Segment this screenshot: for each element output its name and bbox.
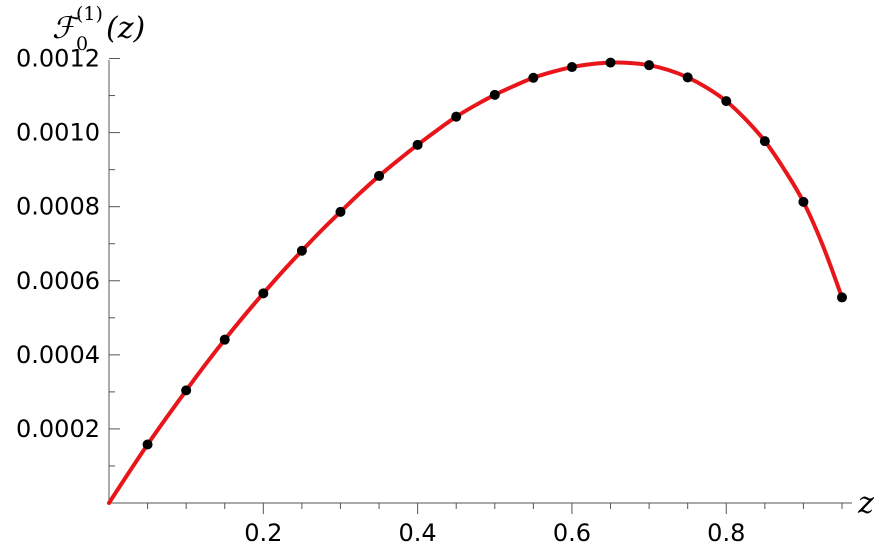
y-ticks: 0.0002 0.0004 0.0006 0.0008 0.0010 0.0012 bbox=[16, 45, 120, 467]
fit-curve bbox=[107, 60, 844, 505]
y-axis-title-superscript: (1) bbox=[76, 3, 103, 25]
data-point bbox=[798, 196, 809, 207]
data-point bbox=[374, 170, 385, 181]
data-point bbox=[296, 245, 307, 256]
x-tick-label: 0.6 bbox=[553, 519, 591, 547]
data-point bbox=[566, 62, 577, 73]
y-axis-title-argument: (z) bbox=[106, 11, 145, 46]
data-point bbox=[759, 136, 770, 147]
data-points bbox=[142, 57, 847, 450]
x-tick-label: 0.4 bbox=[399, 519, 437, 547]
data-point bbox=[682, 72, 693, 83]
y-tick-label: 0.0012 bbox=[16, 45, 100, 73]
y-tick-label: 0.0010 bbox=[16, 119, 100, 147]
x-ticks: 0.2 0.4 0.6 0.8 bbox=[147, 503, 843, 547]
y-tick-label: 0.0006 bbox=[16, 267, 100, 295]
data-point bbox=[219, 334, 230, 345]
data-point bbox=[528, 72, 539, 83]
data-point bbox=[489, 89, 500, 100]
x-tick-label: 0.8 bbox=[707, 519, 745, 547]
data-point bbox=[721, 96, 732, 107]
x-axis-title: z bbox=[857, 486, 874, 521]
y-tick-label: 0.0002 bbox=[16, 415, 100, 443]
y-tick-label: 0.0004 bbox=[16, 341, 100, 369]
data-point bbox=[605, 57, 616, 68]
y-tick-label: 0.0008 bbox=[16, 193, 100, 221]
data-point bbox=[837, 292, 847, 303]
data-point bbox=[181, 385, 192, 396]
axes bbox=[108, 60, 852, 504]
data-point bbox=[142, 439, 153, 450]
data-point bbox=[644, 60, 655, 71]
data-point bbox=[451, 111, 462, 122]
x-tick-label: 0.2 bbox=[244, 519, 282, 547]
data-point bbox=[335, 206, 346, 217]
y-axis-title-subscript: 0 bbox=[76, 33, 88, 55]
data-point bbox=[258, 288, 269, 299]
data-point bbox=[412, 139, 423, 150]
